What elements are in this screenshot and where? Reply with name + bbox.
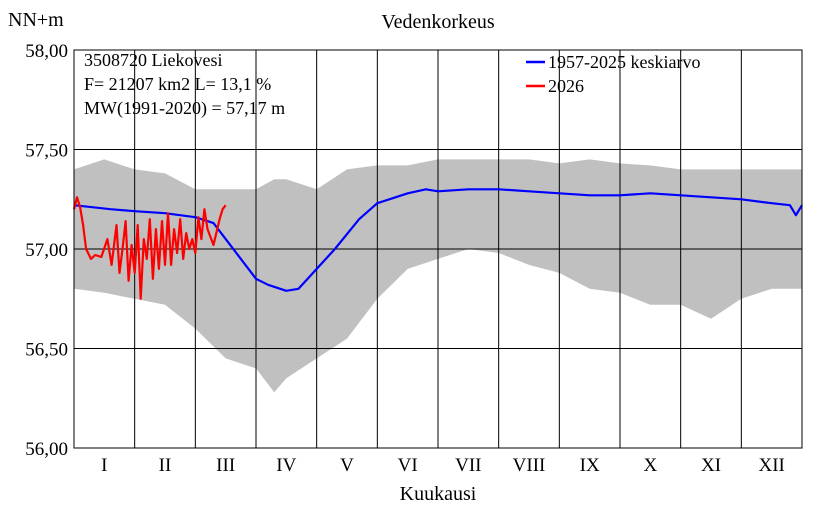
legend-label: 1957-2025 keskiarvo [548,52,700,72]
x-tick-label: V [340,455,354,476]
x-tick-label: XI [701,455,721,476]
x-tick-label: III [216,455,235,476]
x-tick-label: IV [276,455,296,476]
x-tick-label: IX [580,455,600,476]
x-tick-label: X [643,455,657,476]
x-tick-label: VIII [513,455,546,476]
y-axis-label: NN+m [8,9,64,31]
y-tick-label: 57,50 [25,141,68,162]
series-line-1957-2025-keskiarvo [73,188,803,292]
y-tick-label: 58,00 [25,41,68,62]
plot-frame [73,49,803,449]
x-tick-label: VII [455,455,481,476]
x-axis-label: Kuukausi [400,483,477,505]
x-tick-label: XII [758,455,784,476]
x-tick-label: II [159,455,172,476]
station-info-line: F= 21207 km2 L= 13,1 % [84,74,271,94]
chart-title: Vedenkorkeus [381,11,495,33]
x-tick-label: VI [398,455,418,476]
station-info-line: MW(1991-2020) = 57,17 m [84,98,285,119]
y-tick-label: 57,00 [25,240,68,261]
x-tick-label: I [101,455,107,476]
legend-label: 2026 [548,76,584,96]
y-tick-label: 56,00 [25,439,68,460]
series-line-2026 [72,196,227,300]
station-info-line: 3508720 Liekovesi [84,50,222,70]
y-tick-label: 56,50 [25,340,68,361]
